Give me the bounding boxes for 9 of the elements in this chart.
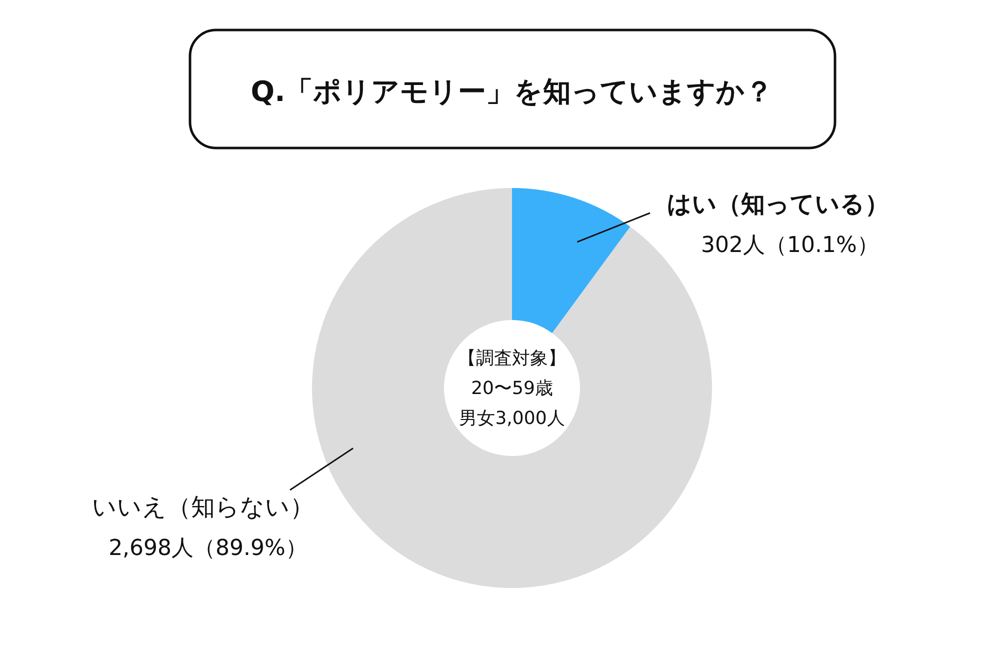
slice-label: はい（知っている） <box>667 190 889 218</box>
data-label: 2,698人（89.9%） <box>108 536 308 561</box>
data-label: 302人（10.1%） <box>701 233 879 258</box>
chart-title: Q.「ポリアモリー」を知っていますか？ <box>250 75 774 108</box>
donut-slice <box>512 188 630 334</box>
text: 【調査対象】 <box>458 348 566 369</box>
slice-label: いいえ（知らない） <box>92 493 314 521</box>
text: 20〜59歳 <box>471 378 553 399</box>
text: 男女3,000人 <box>459 408 565 429</box>
